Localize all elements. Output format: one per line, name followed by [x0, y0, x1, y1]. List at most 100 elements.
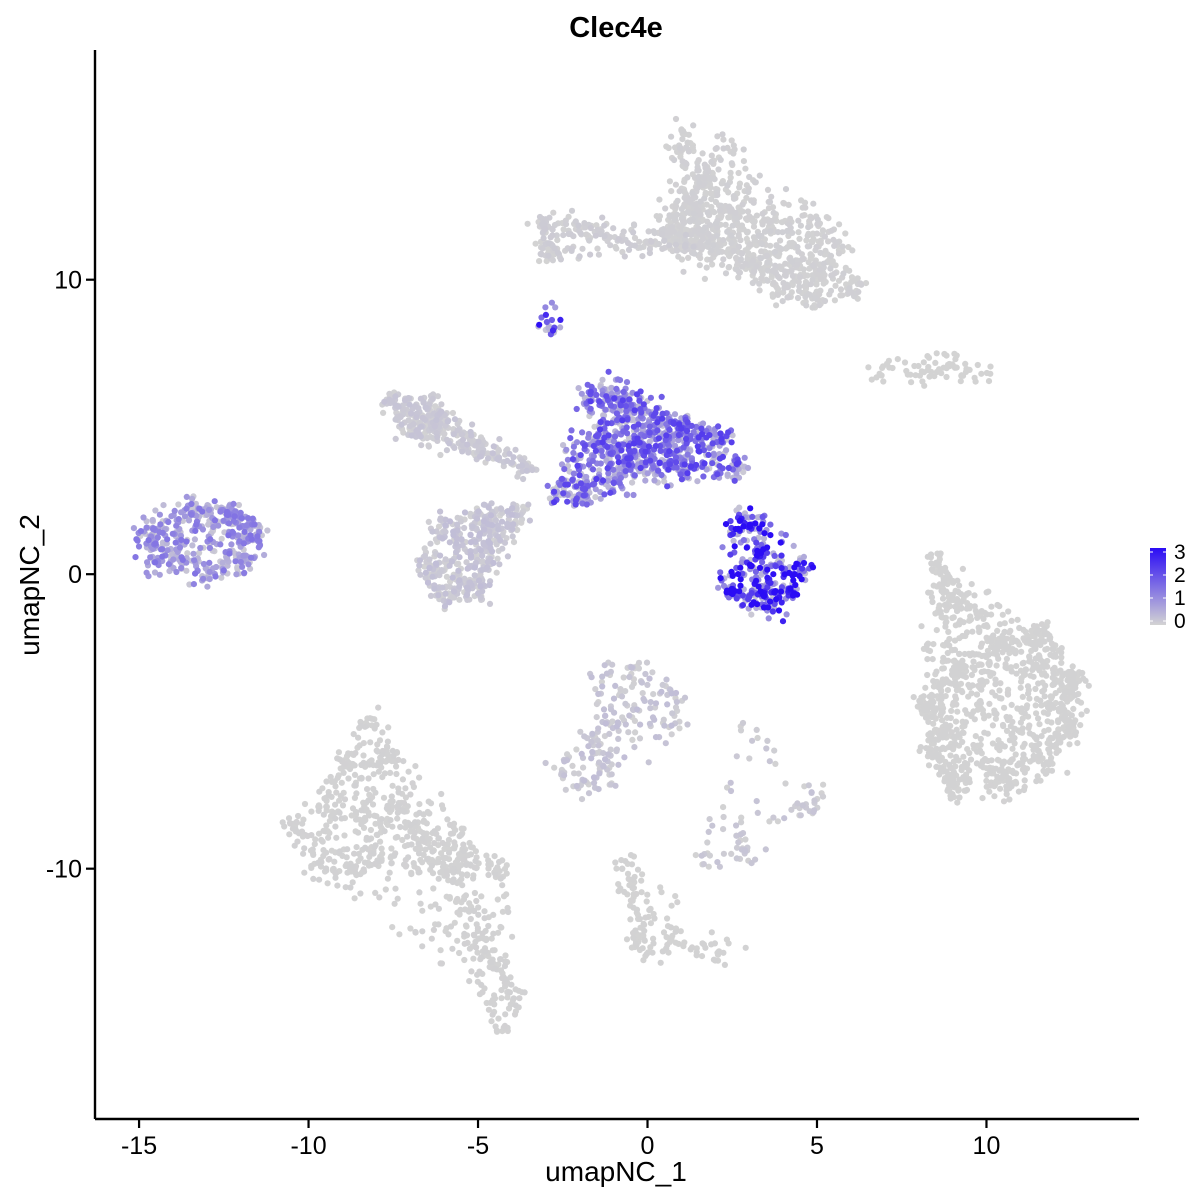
point-top-right-large-675	[761, 217, 768, 224]
point-center-left-lower-405	[504, 508, 511, 515]
point-top-left-branch-37	[631, 234, 639, 242]
point-left-island-278	[210, 523, 217, 531]
point-left-island-6	[218, 535, 225, 542]
point-top-right-large-676	[767, 217, 774, 225]
point-right-large-595	[950, 699, 957, 707]
point-bottom-left-large-12	[396, 931, 403, 938]
point-center-left-upper-302	[398, 421, 405, 428]
point-left-island-322	[143, 524, 150, 531]
point-center-arc-636	[647, 394, 655, 401]
point-top-right-large-116	[668, 188, 675, 195]
point-right-large-803	[962, 707, 969, 714]
point-center-left-upper-318	[417, 423, 425, 430]
point-center-arc-436	[630, 491, 637, 499]
point-small-top-7	[557, 324, 564, 331]
point-top-left-branch-171	[630, 229, 637, 236]
point-top-right-large-405	[817, 240, 824, 247]
point-center-left-upper-240	[465, 449, 472, 456]
point-top-right-large-826	[772, 262, 779, 269]
point-top-right-large-781	[795, 287, 803, 294]
point-right-large-783	[1035, 715, 1042, 722]
point-center-arc-853	[600, 477, 607, 484]
point-right-large-1074	[930, 699, 937, 706]
point-top-right-large-752	[764, 267, 771, 274]
point-top-right-large-911	[794, 243, 801, 251]
point-right-large-852	[981, 729, 988, 736]
point-top-right-large-941	[737, 256, 745, 263]
point-top-right-large-530	[656, 196, 663, 203]
point-right-large-1080	[1036, 639, 1043, 646]
point-top-right-large-728	[756, 172, 763, 179]
point-top-right-large-753	[668, 133, 675, 140]
point-top-left-branch-162	[601, 233, 608, 240]
point-top-left-branch-174	[599, 214, 606, 221]
point-center-left-upper-284	[401, 397, 409, 404]
point-right-thin-top-27	[985, 378, 993, 385]
point-center-arc-687	[655, 467, 662, 474]
point-right-large-720	[969, 628, 976, 635]
point-right-large-794	[1064, 769, 1071, 776]
point-right-large-724	[974, 614, 981, 622]
point-left-island-49	[235, 501, 242, 509]
chart-title: Clec4e	[569, 12, 663, 44]
point-center-arc-238	[724, 471, 731, 478]
point-top-right-large-117	[832, 282, 839, 289]
point-left-island-417	[152, 559, 159, 566]
point-right-large-661	[959, 738, 966, 746]
point-crescent-304	[786, 569, 793, 577]
point-bottom-left-large-6	[338, 779, 345, 786]
point-bottom-left-large-9	[430, 885, 437, 892]
point-bottom-left-large-199	[367, 826, 374, 834]
point-top-right-large-742	[789, 229, 796, 236]
point-bottom-left-large-144	[311, 841, 318, 848]
point-right-large-1049	[946, 781, 953, 788]
point-top-right-large-64	[842, 230, 849, 237]
point-top-right-large-489	[675, 253, 682, 260]
point-right-large-1097	[935, 561, 942, 568]
point-center-left-lower-383	[456, 554, 463, 561]
point-left-island-343	[154, 534, 161, 541]
point-center-arc-639	[561, 466, 568, 473]
point-center-arc-879	[733, 461, 740, 468]
point-right-large-896	[963, 629, 971, 636]
point-top-right-large-799	[676, 188, 683, 195]
point-right-large-781	[1078, 711, 1085, 718]
point-top-right-large-862	[759, 210, 766, 217]
point-center-left-lower-417	[477, 583, 484, 590]
point-right-thin-top-22	[943, 373, 950, 381]
point-left-island-349	[135, 543, 143, 550]
point-top-right-large-369	[742, 165, 749, 172]
point-center-arc-749	[716, 463, 723, 470]
point-right-thin-top-47	[953, 364, 960, 371]
point-center-arc-841	[564, 481, 572, 488]
point-center-left-upper-290	[519, 462, 526, 469]
point-center-left-lower-319	[479, 552, 486, 559]
point-right-large-957	[1082, 677, 1089, 684]
point-top-right-large-881	[749, 257, 757, 264]
point-center-left-lower-398	[486, 540, 493, 547]
point-crescent-314	[789, 592, 797, 599]
point-right-large-1048	[925, 589, 932, 596]
point-right-large-1036	[928, 714, 936, 721]
point-right-large-739	[1048, 767, 1056, 774]
point-top-left-branch-39	[594, 245, 601, 252]
point-top-left-branch-26	[554, 237, 561, 244]
point-right-large-1007	[1011, 725, 1019, 732]
point-right-large-525	[944, 687, 952, 694]
point-bottom-left-large-163	[341, 832, 348, 839]
scatter-points	[130, 115, 1092, 1035]
point-top-right-large-176	[740, 158, 748, 165]
point-center-left-lower-45	[443, 573, 450, 580]
point-center-left-upper-277	[412, 403, 419, 410]
point-right-large-992	[938, 731, 945, 739]
point-crescent-294	[747, 505, 754, 512]
point-center-left-lower-247	[497, 505, 504, 512]
point-center-arc-839	[605, 432, 612, 439]
point-top-right-large-935	[805, 224, 812, 231]
point-top-left-branch-86	[553, 232, 560, 239]
point-top-right-large-861	[701, 174, 708, 182]
point-center-arc-313	[671, 411, 679, 418]
point-left-island-378	[225, 520, 232, 527]
point-right-thin-top-69	[920, 359, 927, 366]
point-right-large-1004	[940, 577, 947, 584]
